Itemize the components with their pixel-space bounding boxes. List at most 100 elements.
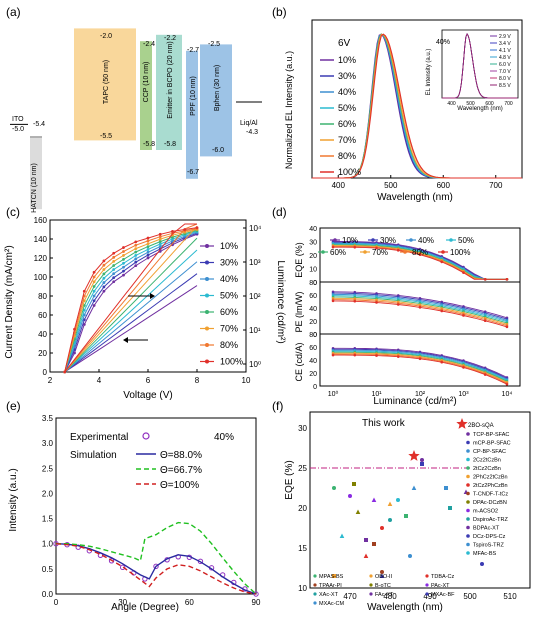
simulation-line	[55, 543, 257, 595]
legend-label: 2Cz2tCzBn	[473, 458, 501, 464]
energy-value: -2.0	[100, 33, 112, 40]
jv-line	[64, 232, 198, 373]
inset-legend-label: 8.5 V	[499, 83, 511, 89]
legend-label: DCz-DPS-Cz	[473, 534, 506, 540]
jv-point	[158, 242, 162, 246]
jv-point	[112, 264, 116, 267]
legend-marker	[425, 583, 429, 587]
jv-point	[122, 254, 125, 257]
legend-label: 100%	[450, 248, 470, 257]
jv-point	[102, 272, 106, 276]
jv-point	[146, 253, 150, 257]
jv-point	[112, 259, 116, 263]
legend-label: TspiroS-TRZ	[473, 543, 505, 549]
legend-label: 60%	[330, 248, 346, 257]
arrow-head	[123, 337, 128, 343]
y-tick-label: 1.5	[42, 515, 54, 524]
y-tick-label: 100	[34, 273, 48, 282]
y-tick-label: 2.5	[42, 464, 54, 473]
x-tick-label: 60	[185, 598, 194, 607]
efficiency-point	[483, 319, 487, 323]
y-tick-label: 10	[309, 267, 317, 274]
energy-level-diagram: HATCN (10 nm) TAPC (50 nm) CCP (10 nm) Emit…	[10, 28, 262, 213]
luminance-line	[64, 223, 197, 373]
y-tick-label: 0	[43, 368, 48, 377]
legend-label: PAc-XT	[431, 583, 450, 589]
legend-marker	[466, 517, 470, 521]
y-tick-label: 20	[309, 371, 317, 378]
efficiency-point	[440, 360, 444, 364]
luminance-line	[64, 249, 198, 373]
energy-value: -5.4	[33, 121, 45, 128]
y-tick-label: 3.5	[42, 414, 54, 423]
y-tick-label: 20	[298, 504, 307, 513]
y-tick-label: 0.0	[42, 590, 54, 599]
legend-label: 50%	[220, 291, 238, 301]
efficiency-point	[375, 246, 378, 250]
jv-point	[92, 299, 96, 303]
y-tick-label: 40	[309, 306, 317, 313]
data-point	[332, 574, 336, 578]
jv-point	[122, 257, 125, 261]
experimental-point	[153, 563, 159, 570]
b-annotation: 6V	[338, 38, 351, 49]
layer-name: PPF (10 nm)	[190, 76, 197, 116]
legend-label: TCP-BP-SFAC	[473, 432, 509, 438]
energy-value: -6.7	[187, 169, 199, 176]
inset-frame	[441, 29, 519, 99]
jv-point	[102, 268, 106, 271]
arrow-head	[150, 293, 155, 299]
y2-tick-label: 10⁰	[249, 360, 261, 369]
legend-marker	[371, 238, 375, 242]
jvl-chart: 2 4 6 8 1002040608010012014016010⁰10¹10²10³1…	[34, 216, 262, 385]
y-tick-label: 0	[313, 332, 317, 339]
x-tick-label: 90	[252, 598, 261, 607]
legend-label: 70%	[338, 135, 356, 145]
panel-label-f: (f)	[272, 399, 283, 413]
y-tick-label: 60	[309, 293, 317, 300]
x-tick-label: 6	[146, 376, 151, 385]
jv-point	[122, 273, 125, 277]
energy-value: -2.7	[187, 47, 199, 54]
f-xlabel: Wavelength (nm)	[367, 602, 443, 613]
data-point	[396, 498, 400, 502]
y-tick-label: 40	[309, 226, 317, 233]
inset-legend-label: 2.9 V	[499, 34, 511, 40]
jv-point	[146, 239, 150, 243]
x-tick-label: 0	[54, 598, 59, 607]
data-point	[388, 518, 392, 522]
legend-marker	[321, 250, 325, 254]
legend-marker	[363, 250, 367, 254]
data-point	[420, 458, 424, 462]
jv-point	[122, 261, 125, 265]
d-ylabel-pe: PE (lm/W)	[294, 292, 304, 333]
plot-frame	[311, 19, 523, 179]
plot-frame	[309, 411, 531, 589]
energy-value: -5.8	[143, 141, 155, 148]
layer-name: CCP (10 nm)	[143, 62, 150, 103]
legend-marker	[466, 551, 470, 555]
y-tick-label: 60	[309, 345, 317, 352]
legend-marker	[205, 359, 209, 364]
data-point	[380, 570, 384, 574]
y-tick-label: 1.0	[42, 540, 54, 549]
data-point	[348, 494, 352, 498]
legend-marker	[466, 508, 470, 513]
inset-legend-label: 7.0 V	[499, 69, 511, 75]
legend-label: 10%	[338, 55, 356, 65]
this-work-star	[408, 450, 420, 461]
data-point	[408, 554, 412, 558]
inset-legend-label: 4.8 V	[499, 55, 511, 61]
jv-point	[92, 280, 96, 284]
layer-name: TAPC (50 nm)	[103, 60, 110, 104]
efficiency-point	[396, 303, 400, 306]
panel-label-b: (b)	[272, 5, 287, 19]
legend-label: 70%	[372, 248, 388, 257]
efficiency-point	[462, 366, 465, 369]
y-tick-label: 30	[309, 240, 317, 247]
legend-label: 40%	[418, 236, 434, 245]
x-tick-label: 700	[489, 181, 503, 190]
b-ylabel: Normalized EL Intensity (a.u.)	[284, 51, 294, 169]
plot-frame	[319, 333, 521, 387]
jv-point	[195, 226, 199, 230]
